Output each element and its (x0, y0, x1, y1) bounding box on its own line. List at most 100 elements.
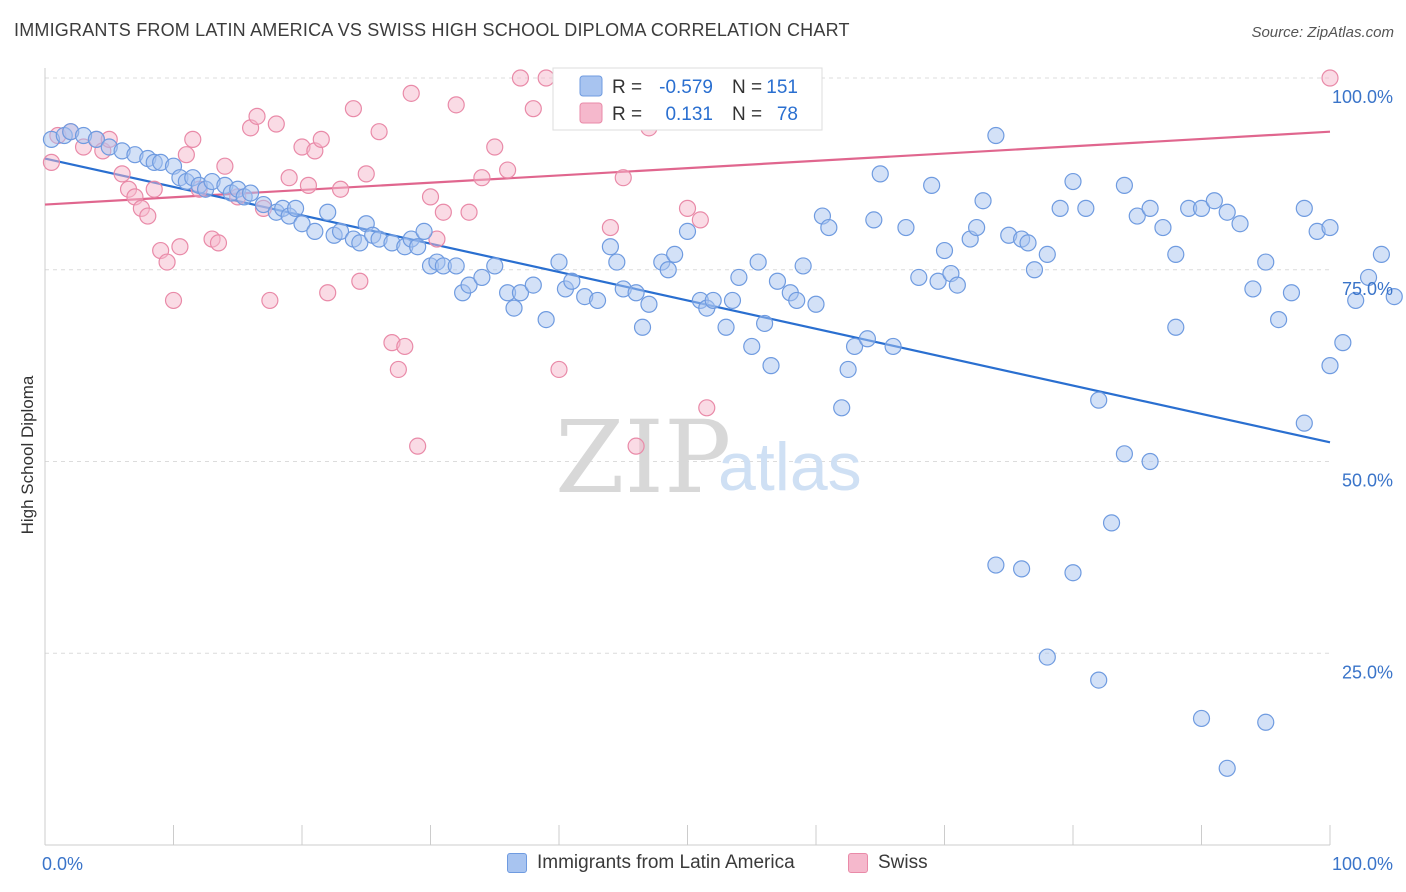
data-point-swiss[interactable] (524, 100, 542, 118)
data-point-swiss[interactable] (370, 123, 388, 141)
data-point-latin-america[interactable] (1205, 192, 1223, 210)
data-point-latin-america[interactable] (286, 199, 305, 217)
data-point-swiss[interactable] (312, 130, 330, 148)
data-point-latin-america[interactable] (1295, 414, 1313, 432)
data-point-latin-america[interactable] (1019, 234, 1037, 252)
data-point-latin-america[interactable] (717, 318, 735, 336)
data-point-latin-america[interactable] (845, 337, 864, 356)
data-point-swiss[interactable] (344, 100, 362, 118)
data-point-swiss[interactable] (402, 84, 420, 102)
data-point-latin-america[interactable] (910, 268, 928, 287)
data-point-latin-america[interactable] (242, 184, 260, 202)
data-point-latin-america[interactable] (254, 195, 273, 214)
data-point-swiss[interactable] (396, 337, 414, 356)
data-point-latin-america[interactable] (730, 268, 748, 287)
data-point-latin-america[interactable] (1141, 199, 1159, 217)
data-point-latin-america[interactable] (1167, 245, 1185, 264)
data-point-latin-america[interactable] (1064, 172, 1082, 191)
data-point-swiss[interactable] (331, 180, 350, 198)
data-point-swiss[interactable] (601, 218, 620, 237)
data-point-latin-america[interactable] (505, 299, 523, 317)
data-point-latin-america[interactable] (762, 357, 780, 375)
data-point-swiss[interactable] (216, 157, 234, 175)
data-point-latin-america[interactable] (1090, 391, 1108, 409)
data-point-latin-america[interactable] (723, 291, 742, 310)
data-point-latin-america[interactable] (1321, 218, 1339, 237)
data-point-latin-america[interactable] (820, 218, 838, 237)
data-point-latin-america[interactable] (1359, 268, 1378, 287)
data-point-swiss[interactable] (145, 180, 163, 198)
data-point-latin-america[interactable] (1269, 311, 1288, 329)
data-point-latin-america[interactable] (833, 399, 851, 417)
data-point-latin-america[interactable] (923, 176, 941, 194)
data-point-latin-america[interactable] (1295, 199, 1313, 217)
data-point-swiss[interactable] (499, 161, 517, 179)
data-point-swiss[interactable] (139, 207, 157, 225)
data-point-latin-america[interactable] (306, 222, 324, 240)
data-point-swiss[interactable] (1321, 69, 1339, 87)
data-point-latin-america[interactable] (601, 238, 620, 256)
data-point-latin-america[interactable] (1038, 245, 1056, 264)
data-point-latin-america[interactable] (659, 261, 677, 279)
data-point-latin-america[interactable] (807, 295, 825, 313)
data-point-latin-america[interactable] (794, 257, 812, 275)
data-point-latin-america[interactable] (87, 130, 106, 148)
data-point-swiss[interactable] (691, 211, 709, 229)
data-point-latin-america[interactable] (1038, 648, 1056, 666)
data-point-swiss[interactable] (209, 234, 228, 252)
data-point-swiss[interactable] (248, 107, 266, 125)
data-point-swiss[interactable] (627, 437, 645, 455)
data-point-latin-america[interactable] (511, 284, 530, 302)
data-point-swiss[interactable] (113, 165, 131, 183)
data-point-latin-america[interactable] (1064, 564, 1082, 582)
data-point-latin-america[interactable] (1282, 284, 1301, 302)
data-point-swiss[interactable] (421, 188, 440, 206)
data-point-swiss[interactable] (428, 230, 446, 248)
data-point-latin-america[interactable] (1154, 218, 1172, 237)
data-point-latin-america[interactable] (704, 291, 722, 310)
data-point-latin-america[interactable] (755, 314, 774, 333)
data-point-latin-america[interactable] (1347, 291, 1365, 310)
data-point-latin-america[interactable] (1192, 199, 1211, 217)
data-point-latin-america[interactable] (588, 291, 607, 310)
data-point-latin-america[interactable] (1257, 713, 1275, 731)
data-point-swiss[interactable] (409, 437, 427, 455)
data-point-swiss[interactable] (177, 146, 195, 164)
data-point-latin-america[interactable] (749, 253, 767, 271)
data-point-latin-america[interactable] (1372, 245, 1391, 264)
data-point-latin-america[interactable] (1141, 452, 1159, 471)
data-point-latin-america[interactable] (1334, 334, 1352, 352)
data-point-swiss[interactable] (389, 360, 407, 379)
data-point-swiss[interactable] (164, 291, 183, 310)
data-point-latin-america[interactable] (1231, 215, 1249, 233)
data-point-latin-america[interactable] (1321, 357, 1339, 375)
data-point-latin-america[interactable] (1115, 176, 1134, 194)
data-point-latin-america[interactable] (319, 203, 337, 221)
data-point-latin-america[interactable] (865, 211, 883, 229)
data-point-swiss[interactable] (42, 153, 61, 171)
data-point-latin-america[interactable] (331, 222, 350, 240)
data-point-latin-america[interactable] (871, 165, 889, 183)
data-point-latin-america[interactable] (1102, 514, 1121, 532)
data-point-latin-america[interactable] (897, 218, 915, 237)
data-point-swiss[interactable] (158, 253, 176, 271)
data-point-swiss[interactable] (261, 291, 279, 310)
data-point-swiss[interactable] (550, 360, 568, 379)
data-point-swiss[interactable] (280, 169, 298, 187)
legend-item-latin-america[interactable]: Immigrants from Latin America (507, 852, 795, 874)
data-point-swiss[interactable] (460, 203, 478, 221)
data-point-swiss[interactable] (434, 203, 452, 221)
data-point-latin-america[interactable] (550, 253, 568, 271)
data-point-latin-america[interactable] (293, 215, 311, 233)
legend-item-swiss[interactable]: Swiss (848, 852, 928, 874)
data-point-swiss[interactable] (357, 165, 375, 183)
data-point-swiss[interactable] (486, 138, 504, 156)
data-point-swiss[interactable] (299, 176, 318, 194)
data-point-latin-america[interactable] (460, 276, 478, 294)
data-point-swiss[interactable] (537, 69, 555, 87)
data-point-latin-america[interactable] (884, 337, 902, 356)
data-point-latin-america[interactable] (678, 222, 697, 240)
data-point-swiss[interactable] (267, 115, 285, 133)
data-point-swiss[interactable] (319, 284, 337, 302)
data-point-latin-america[interactable] (839, 360, 857, 379)
